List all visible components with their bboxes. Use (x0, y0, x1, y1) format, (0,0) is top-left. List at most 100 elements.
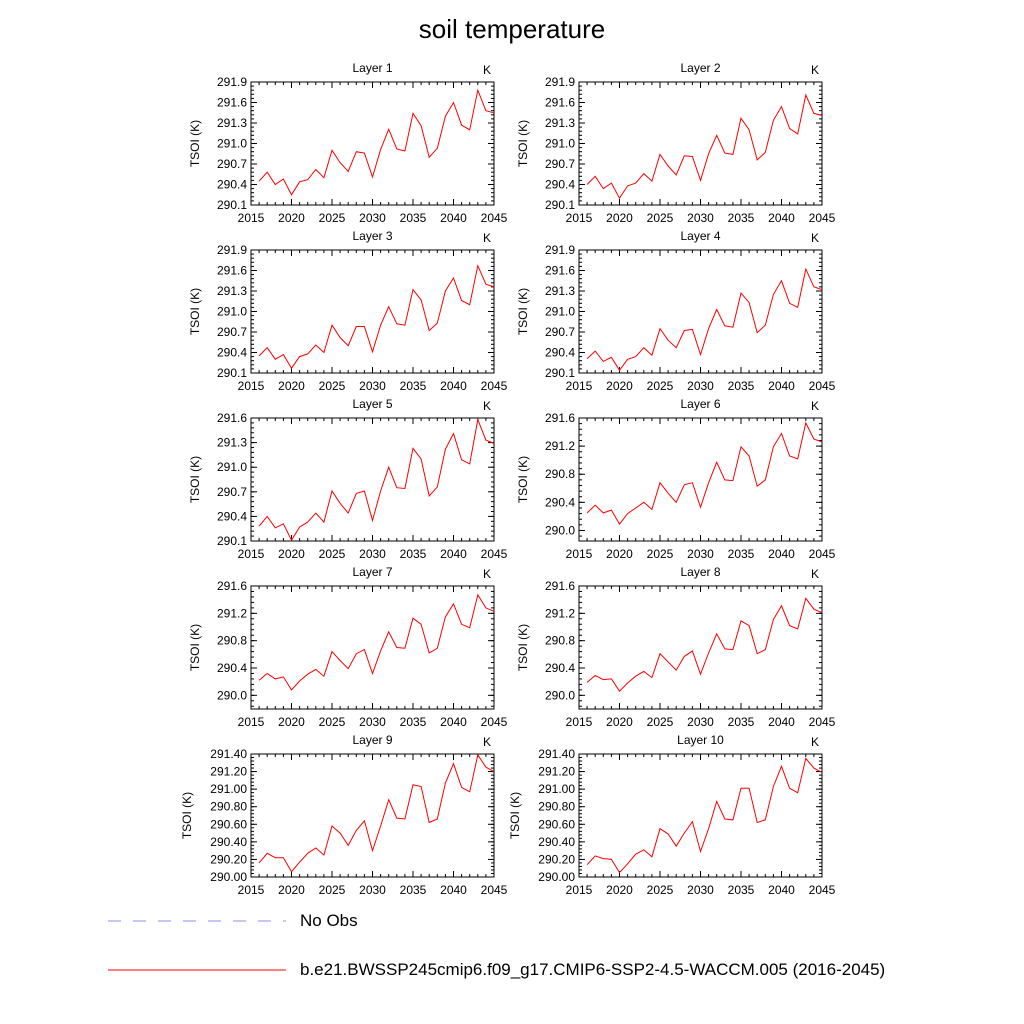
x-tick-label: 2015 (566, 379, 593, 393)
y-tick-label: 291.2 (217, 606, 247, 620)
x-tick-label: 2040 (440, 883, 467, 897)
y-tick-label: 291.20 (538, 765, 575, 779)
plot-frame (250, 585, 495, 710)
y-tick-label: 291.6 (217, 411, 247, 425)
y-tick-label: 290.0 (217, 688, 247, 702)
y-axis-label: TSOI (K) (516, 456, 530, 503)
x-tick-label: 2030 (359, 715, 386, 729)
x-tick-label: 2025 (647, 715, 674, 729)
x-tick-label: 2035 (400, 547, 427, 561)
y-tick-label: 291.6 (217, 96, 247, 110)
x-tick-label: 2040 (768, 379, 795, 393)
y-axis-label: TSOI (K) (516, 288, 530, 335)
panel-units: K (483, 567, 491, 581)
y-tick-label: 291.3 (545, 284, 575, 298)
y-tick-label: 290.40 (210, 835, 247, 849)
x-tick-label: 2035 (400, 379, 427, 393)
x-tick-label: 2040 (768, 211, 795, 225)
x-tick-label: 2030 (687, 379, 714, 393)
x-tick-label: 2040 (440, 547, 467, 561)
panel-layer-9: 2015 2020 2025 2030 2035 2040 2045 290.00 290.20… (180, 733, 508, 897)
y-tick-label: 290.1 (545, 198, 575, 212)
y-tick-label: 291.9 (545, 75, 575, 89)
x-tick-label: 2020 (606, 715, 633, 729)
panel-title: Layer 9 (352, 733, 392, 747)
y-tick-label: 291.40 (538, 747, 575, 761)
x-tick-label: 2045 (809, 547, 836, 561)
plot-frame (578, 753, 823, 878)
x-tick-label: 2015 (238, 379, 265, 393)
y-tick-label: 290.40 (538, 835, 575, 849)
plot-frame (250, 753, 495, 878)
series-line (258, 264, 495, 370)
y-tick-label: 291.20 (210, 765, 247, 779)
x-tick-label: 2040 (768, 883, 795, 897)
panel-title: Layer 1 (352, 61, 392, 75)
y-tick-label: 290.4 (217, 661, 247, 675)
x-tick-label: 2030 (359, 211, 386, 225)
y-tick-label: 291.2 (545, 439, 575, 453)
x-tick-label: 2020 (278, 379, 305, 393)
x-tick-label: 2025 (647, 379, 674, 393)
y-tick-label: 291.0 (545, 137, 575, 151)
x-tick-label: 2035 (728, 547, 755, 561)
y-tick-label: 290.00 (210, 870, 247, 884)
x-tick-label: 2025 (319, 547, 346, 561)
x-tick-label: 2015 (566, 211, 593, 225)
series-line (586, 421, 823, 525)
y-tick-label: 290.8 (217, 634, 247, 648)
plot-frame (578, 585, 823, 710)
y-axis-label: TSOI (K) (508, 792, 522, 839)
panel-title: Layer 4 (680, 229, 720, 243)
x-tick-label: 2015 (566, 715, 593, 729)
x-tick-label: 2040 (768, 547, 795, 561)
y-tick-label: 291.0 (217, 305, 247, 319)
y-axis-label: TSOI (K) (188, 288, 202, 335)
series-line (586, 597, 823, 692)
y-tick-label: 291.6 (545, 96, 575, 110)
x-tick-label: 2030 (687, 547, 714, 561)
y-tick-label: 291.6 (545, 579, 575, 593)
y-axis-label: TSOI (K) (180, 792, 194, 839)
y-tick-label: 290.7 (217, 157, 247, 171)
y-tick-label: 290.4 (545, 346, 575, 360)
x-tick-label: 2025 (647, 547, 674, 561)
y-tick-label: 290.00 (538, 870, 575, 884)
x-tick-label: 2040 (440, 715, 467, 729)
y-tick-label: 290.60 (538, 817, 575, 831)
y-tick-label: 290.80 (210, 800, 247, 814)
panel-layer-5: 2015 2020 2025 2030 2035 2040 2045 290.1 290.4 29… (188, 397, 508, 561)
panel-units: K (483, 399, 491, 413)
x-tick-label: 2045 (481, 883, 508, 897)
y-tick-label: 291.40 (210, 747, 247, 761)
x-tick-label: 2040 (440, 379, 467, 393)
panel-title: Layer 8 (680, 565, 720, 579)
x-tick-label: 2030 (687, 211, 714, 225)
series-line (258, 417, 495, 542)
y-tick-label: 290.0 (545, 688, 575, 702)
panel-layer-10: 2015 2020 2025 2030 2035 2040 2045 290.00 290.20… (508, 733, 836, 897)
x-tick-label: 2020 (278, 211, 305, 225)
x-tick-label: 2035 (400, 211, 427, 225)
panel-title: Layer 2 (680, 61, 720, 75)
panel-layer-4: 2015 2020 2025 2030 2035 2040 2045 290.1 290.4 29… (516, 229, 836, 393)
y-tick-label: 290.7 (545, 157, 575, 171)
x-tick-label: 2030 (687, 883, 714, 897)
y-tick-label: 291.0 (217, 460, 247, 474)
y-tick-label: 291.9 (217, 243, 247, 257)
panel-units: K (811, 735, 819, 749)
x-tick-label: 2035 (400, 715, 427, 729)
y-tick-label: 291.3 (217, 436, 247, 450)
x-tick-label: 2020 (606, 883, 633, 897)
series-line (586, 757, 823, 874)
y-tick-label: 291.9 (217, 75, 247, 89)
x-tick-label: 2035 (728, 883, 755, 897)
x-tick-label: 2015 (566, 547, 593, 561)
x-tick-label: 2015 (566, 883, 593, 897)
x-tick-label: 2045 (481, 379, 508, 393)
x-tick-label: 2025 (319, 715, 346, 729)
x-tick-label: 2030 (687, 715, 714, 729)
y-tick-label: 290.1 (217, 534, 247, 548)
y-tick-label: 291.0 (545, 305, 575, 319)
